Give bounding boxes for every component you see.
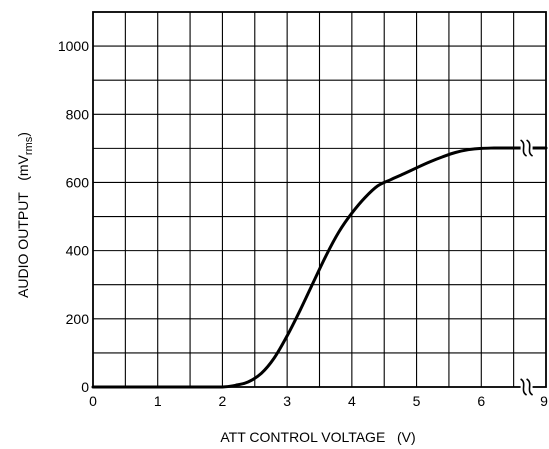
y-axis-label-main: AUDIO OUTPUT (mV — [15, 154, 31, 298]
x-end-tick-label: 9 — [540, 393, 548, 409]
y-tick-label: 200 — [66, 311, 90, 327]
x-tick-label: 1 — [154, 393, 162, 409]
y-tick-label: 400 — [66, 243, 90, 259]
x-tick-label: 5 — [413, 393, 421, 409]
axis-break-mark — [526, 139, 534, 157]
grid — [93, 12, 546, 387]
y-tick-labels: 0 200 400 600 800 1000 — [58, 38, 89, 395]
x-tick-label: 3 — [283, 393, 291, 409]
axis-break-mark — [520, 139, 528, 157]
plot-frame — [92, 11, 547, 388]
x-axis-label: ATT CONTROL VOLTAGE (V) — [220, 429, 415, 445]
y-tick-label: 1000 — [58, 38, 89, 54]
x-tick-label: 4 — [348, 393, 356, 409]
y-axis-label: AUDIO OUTPUT (mVrms) — [15, 132, 35, 298]
y-axis-label-subscript: rms — [23, 136, 35, 155]
axis-break-mark — [520, 378, 528, 396]
y-axis-label-close: ) — [15, 132, 31, 137]
x-tick-labels: 0 1 2 3 4 5 6 — [89, 393, 485, 409]
audio-output-curve — [91, 146, 548, 389]
y-tick-label: 0 — [81, 379, 89, 395]
y-tick-label: 600 — [66, 174, 90, 190]
x-tick-label: 0 — [89, 393, 97, 409]
x-tick-label: 6 — [477, 393, 485, 409]
axis-break-marks — [520, 139, 534, 396]
y-tick-label: 800 — [66, 106, 90, 122]
axis-break-mark — [526, 378, 534, 396]
x-tick-label: 2 — [219, 393, 227, 409]
